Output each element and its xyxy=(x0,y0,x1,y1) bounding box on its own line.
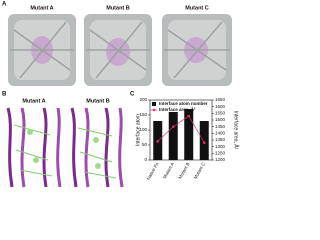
y2-tick-label: 1450 xyxy=(215,124,226,129)
x-tick-label: Mutant B xyxy=(177,162,190,180)
bar xyxy=(184,109,194,160)
surface-image xyxy=(162,14,232,86)
point xyxy=(156,140,160,143)
caption: Mutant B xyxy=(106,5,130,11)
bar xyxy=(199,121,209,160)
y2-tick-label: 1250 xyxy=(215,151,226,156)
legend-swatch xyxy=(152,108,156,112)
legend-swatch xyxy=(152,102,156,106)
point xyxy=(202,141,206,144)
y-tick-label: 200 xyxy=(139,97,147,102)
y2-tick-label: 1350 xyxy=(215,137,226,142)
surface-image xyxy=(84,14,152,86)
line xyxy=(157,115,205,143)
x-tick-label: Mutant A xyxy=(162,162,175,180)
y2-axis-label: Interface area, Å² xyxy=(233,111,240,150)
legend-label: Interface area, Å² xyxy=(159,106,196,112)
caption: Mutant B xyxy=(86,98,110,104)
surface-image xyxy=(8,14,76,86)
panel-label: C xyxy=(130,92,135,98)
caption: Mutant C xyxy=(185,5,209,11)
y2-tick-label: 1500 xyxy=(215,117,226,122)
y2-tick-label: 1400 xyxy=(215,131,226,136)
y2-tick-label: 1650 xyxy=(215,97,226,102)
point xyxy=(187,114,191,118)
y-tick-label: 100 xyxy=(139,127,147,132)
point xyxy=(171,125,175,128)
y-tick-label: 150 xyxy=(139,112,147,117)
ribbon-image xyxy=(6,107,124,188)
figure: A Mutant A Mutant B Mutant C B Mutant A … xyxy=(2,2,240,188)
y-tick-label: 50 xyxy=(142,142,148,147)
y2-tick-label: 1300 xyxy=(215,144,226,149)
y-tick-label: 0 xyxy=(144,157,147,162)
y2-tick-label: 1550 xyxy=(215,111,226,116)
caption: Mutant A xyxy=(22,98,45,104)
y2-tick-label: 1600 xyxy=(215,104,226,109)
caption: Mutant A xyxy=(30,5,53,11)
x-tick-label: Native Fn xyxy=(146,161,160,181)
page: A Mutant A Mutant B Mutant C B Mutant A … xyxy=(0,0,240,189)
panel-label: B xyxy=(2,92,7,98)
y-axis-label: Interface atom xyxy=(135,114,141,146)
y2-tick-label: 1200 xyxy=(215,157,226,162)
x-tick-label: Mutant C xyxy=(193,161,207,180)
bar xyxy=(168,112,178,160)
legend-label: Interface atom number xyxy=(159,101,208,106)
panel-label: A xyxy=(2,2,7,8)
